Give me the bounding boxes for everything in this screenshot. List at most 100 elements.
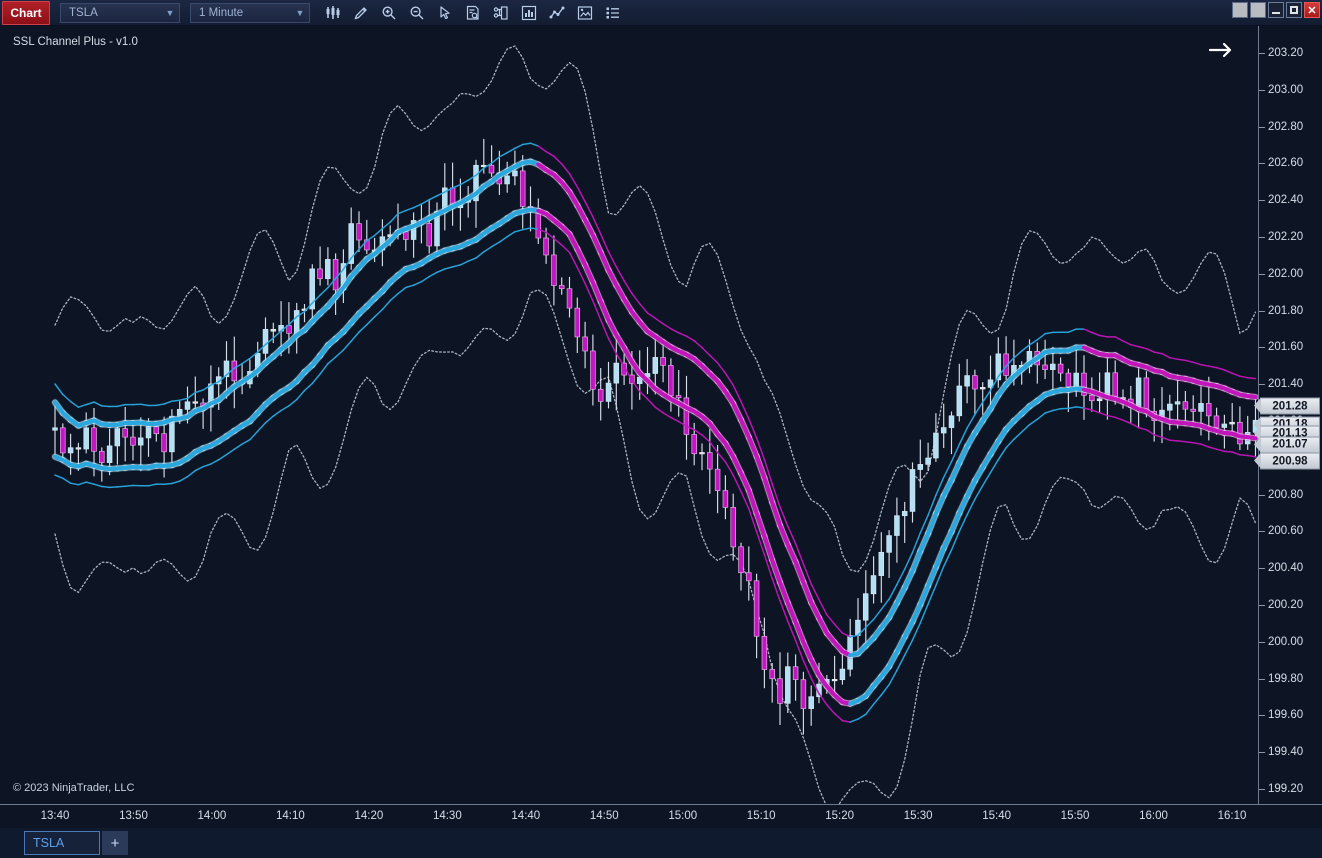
close-icon[interactable]: ✕ [1304, 2, 1320, 18]
ssl-upper-line [51, 157, 1258, 660]
price-tag-ssl-low[interactable]: 201.07 [1254, 436, 1320, 454]
price-tick-label: 202.60 [1268, 157, 1304, 170]
symbol-value: TSLA [69, 6, 98, 19]
time-tick-label: 15:40 [982, 810, 1011, 822]
price-tick [1259, 531, 1265, 533]
price-tick-label: 200.60 [1268, 525, 1304, 538]
time-tick-label: 15:30 [903, 810, 933, 822]
price-tick [1259, 384, 1265, 386]
time-tick-label: 14:50 [589, 810, 619, 822]
price-tick-label: 199.80 [1268, 672, 1304, 685]
symbol-selector[interactable]: TSLA ▼ [60, 2, 180, 23]
arrow-right-icon[interactable] [1206, 40, 1236, 60]
maximize-button[interactable] [1286, 2, 1302, 18]
time-tick-label: 14:00 [197, 810, 227, 822]
ssl-channel-bands [54, 45, 1257, 804]
price-tick [1259, 310, 1265, 312]
price-tick-label: 200.80 [1268, 488, 1304, 501]
price-tick [1259, 494, 1265, 496]
time-tick-label: 16:00 [1139, 810, 1168, 822]
time-axis[interactable]: 13:40 13:50 14:00 14:10 14:20 14:30 14:40 14:50… [0, 804, 1322, 828]
time-tick-label: 13:40 [40, 810, 70, 822]
chevron-down-icon[interactable]: ▼ [295, 7, 305, 18]
time-tick-label: 14:20 [354, 810, 384, 822]
price-tick-label: 202.00 [1268, 267, 1304, 280]
candlestick-series [52, 138, 1258, 735]
window-restore-right-button[interactable] [1250, 2, 1266, 18]
price-tick-label: 202.80 [1268, 120, 1304, 133]
time-tick-label: 14:10 [276, 810, 305, 822]
ssl-lower-guide [54, 227, 1257, 723]
time-tick-label: 13:50 [119, 810, 148, 822]
time-tick-label: 15:20 [825, 810, 855, 822]
price-tick [1259, 789, 1265, 790]
price-tick [1259, 752, 1265, 754]
price-tick-label: 199.40 [1268, 746, 1304, 759]
zoom-in-icon[interactable] [376, 2, 402, 24]
price-series-svg [51, 45, 1258, 804]
price-tick-label: 202.20 [1268, 231, 1304, 243]
price-tick-label: 203.00 [1268, 83, 1304, 96]
price-tick [1259, 641, 1265, 643]
price-tick-label: 201.80 [1268, 304, 1304, 317]
price-tick [1259, 89, 1265, 91]
price-tick-label: 200.00 [1268, 635, 1304, 648]
indicator-label: SSL Channel Plus - v1.0 [13, 36, 138, 48]
price-tick [1259, 163, 1265, 165]
toolbar-icon-group [320, 2, 626, 24]
bottom-tab-tsla[interactable]: TSLA [24, 831, 100, 855]
time-tick-label: 16:10 [1217, 810, 1247, 822]
properties-icon[interactable] [600, 2, 626, 24]
price-tick-label: 203.20 [1268, 47, 1304, 59]
window-controls: ✕ [1232, 2, 1320, 18]
time-tick-label: 14:40 [511, 810, 541, 822]
chart-toolbar: Chart TSLA ▼ 1 Minute ▼ [0, 0, 1322, 26]
price-tick-label: 200.20 [1268, 599, 1304, 611]
price-tick-label: 200.40 [1268, 562, 1304, 575]
price-tick-label: 199.20 [1268, 783, 1304, 795]
data-box-icon[interactable] [460, 2, 486, 24]
time-tick-label: 15:10 [746, 810, 776, 822]
price-tick [1259, 273, 1265, 275]
minimize-button[interactable] [1268, 2, 1284, 18]
chart-trader-icon[interactable] [488, 2, 514, 24]
chevron-down-icon[interactable]: ▼ [165, 7, 175, 18]
price-tag-lower-band[interactable]: 200.98 [1254, 452, 1320, 470]
price-tick [1259, 237, 1265, 238]
bar-chart-icon[interactable] [320, 2, 346, 24]
strategies-icon[interactable] [544, 2, 570, 24]
indicators-icon[interactable] [516, 2, 542, 24]
time-tick-label: 14:30 [432, 810, 462, 822]
price-tick [1259, 200, 1265, 202]
pencil-icon[interactable] [348, 2, 374, 24]
price-tick [1259, 347, 1265, 349]
time-tick-label: 15:50 [1060, 810, 1090, 822]
chart-tab-button[interactable]: Chart [2, 0, 50, 25]
price-tick [1259, 126, 1265, 128]
chart-canvas[interactable]: SSL Channel Plus - v1.0 © 2023 NinjaTrad… [0, 26, 1258, 804]
bottom-tab-bar: TSLA + [0, 828, 1322, 858]
window-restore-left-button[interactable] [1232, 2, 1248, 18]
price-tick [1259, 568, 1265, 570]
ssl-lower-line [51, 205, 1258, 708]
price-tag-upper-band[interactable]: 201.28 [1254, 397, 1320, 415]
price-axis[interactable]: 203.20 203.00 202.80 202.60 202.40 202.20 202.… [1254, 26, 1322, 804]
price-tick [1259, 678, 1265, 680]
price-tick-label: 199.60 [1268, 709, 1304, 722]
price-tick [1259, 53, 1265, 54]
copyright-label: © 2023 NinjaTrader, LLC [13, 782, 135, 794]
period-selector[interactable]: 1 Minute ▼ [190, 2, 310, 23]
snapshot-icon[interactable] [572, 2, 598, 24]
ssl-upper-guide [54, 142, 1257, 638]
add-tab-button[interactable]: + [102, 831, 128, 855]
cursor-icon[interactable] [432, 2, 458, 24]
price-tick-label: 201.40 [1268, 378, 1304, 391]
price-tick-label: 201.60 [1268, 341, 1304, 354]
period-value: 1 Minute [199, 6, 244, 19]
price-tick-label: 202.40 [1268, 194, 1304, 207]
time-tick-label: 15:00 [668, 810, 698, 822]
price-tick [1259, 715, 1265, 717]
price-tick [1259, 605, 1265, 606]
zoom-out-icon[interactable] [404, 2, 430, 24]
